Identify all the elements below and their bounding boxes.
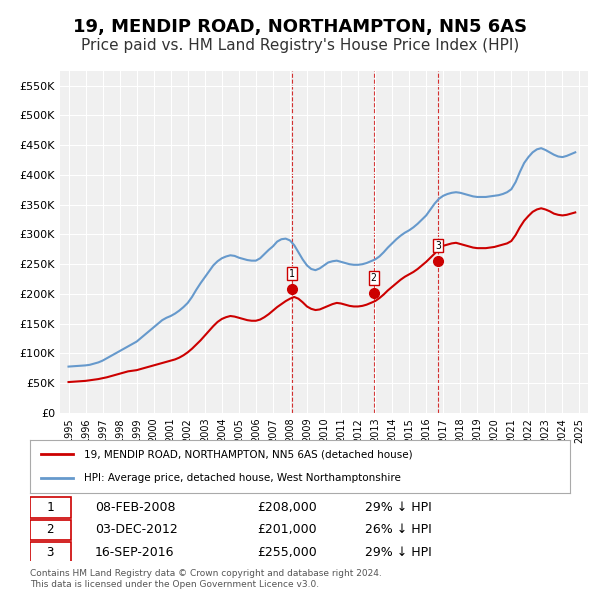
Text: 29% ↓ HPI: 29% ↓ HPI	[365, 546, 431, 559]
Text: £201,000: £201,000	[257, 523, 316, 536]
Text: 29% ↓ HPI: 29% ↓ HPI	[365, 501, 431, 514]
Text: 03-DEC-2012: 03-DEC-2012	[95, 523, 178, 536]
Text: 2: 2	[371, 273, 377, 283]
Text: 19, MENDIP ROAD, NORTHAMPTON, NN5 6AS (detached house): 19, MENDIP ROAD, NORTHAMPTON, NN5 6AS (d…	[84, 450, 413, 460]
Text: 19, MENDIP ROAD, NORTHAMPTON, NN5 6AS: 19, MENDIP ROAD, NORTHAMPTON, NN5 6AS	[73, 18, 527, 36]
Text: 1: 1	[289, 268, 295, 278]
Text: 16-SEP-2016: 16-SEP-2016	[95, 546, 175, 559]
FancyBboxPatch shape	[30, 542, 71, 562]
Text: £208,000: £208,000	[257, 501, 317, 514]
Text: 26% ↓ HPI: 26% ↓ HPI	[365, 523, 431, 536]
Text: 1: 1	[46, 501, 54, 514]
Text: HPI: Average price, detached house, West Northamptonshire: HPI: Average price, detached house, West…	[84, 473, 401, 483]
Text: 2: 2	[46, 523, 54, 536]
Text: 3: 3	[436, 241, 441, 251]
FancyBboxPatch shape	[30, 520, 71, 540]
Text: 08-FEB-2008: 08-FEB-2008	[95, 501, 175, 514]
Text: Price paid vs. HM Land Registry's House Price Index (HPI): Price paid vs. HM Land Registry's House …	[81, 38, 519, 53]
Text: £255,000: £255,000	[257, 546, 317, 559]
Text: Contains HM Land Registry data © Crown copyright and database right 2024.
This d: Contains HM Land Registry data © Crown c…	[30, 569, 382, 589]
Text: 3: 3	[46, 546, 54, 559]
FancyBboxPatch shape	[30, 497, 71, 518]
